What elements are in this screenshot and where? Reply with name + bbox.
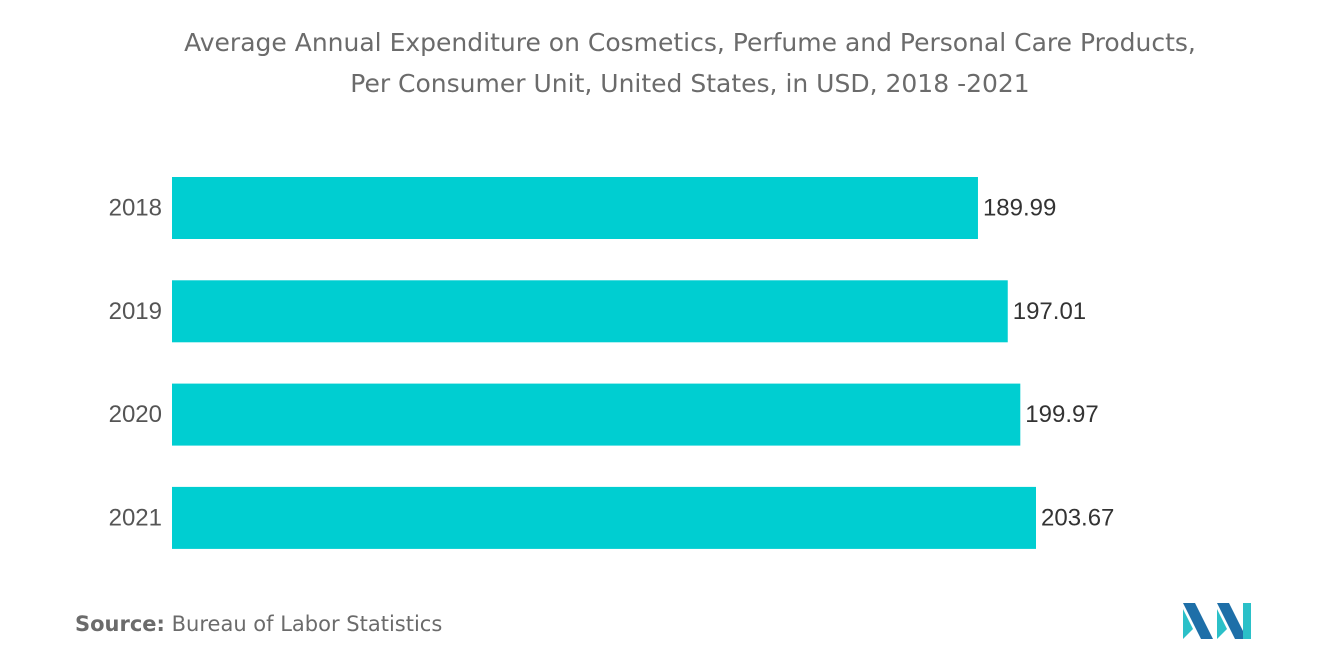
logo-left-base bbox=[1183, 609, 1193, 639]
mordor-intelligence-logo-icon bbox=[1183, 603, 1251, 639]
chart-title: Average Annual Expenditure on Cosmetics,… bbox=[60, 22, 1320, 104]
category-label-2019: 2019 bbox=[109, 298, 162, 325]
bar-2019 bbox=[172, 280, 1008, 343]
bar-2021 bbox=[172, 486, 1036, 549]
value-label-2018: 189.99 bbox=[983, 195, 1056, 222]
logo-right-base bbox=[1217, 609, 1227, 639]
category-label-2018: 2018 bbox=[109, 195, 162, 222]
chart-title-line-2: Per Consumer Unit, United States, in USD… bbox=[350, 69, 1030, 98]
source-label: Source: bbox=[75, 612, 165, 636]
bars-layer: 2018 189.99 2019 197.01 2020 199.97 2021 203.67 bbox=[109, 177, 1114, 549]
source-text: Bureau of Labor Statistics bbox=[171, 612, 443, 636]
category-label-2021: 2021 bbox=[109, 504, 162, 531]
value-label-2019: 197.01 bbox=[1013, 298, 1086, 325]
bar-chart: 2018 189.99 2019 197.01 2020 199.97 2021 203.67 bbox=[109, 177, 1114, 549]
logo-right-bar bbox=[1243, 603, 1251, 639]
bar-2018 bbox=[172, 177, 978, 239]
logo-right-stroke bbox=[1217, 603, 1247, 639]
chart-title-line-1: Average Annual Expenditure on Cosmetics,… bbox=[184, 28, 1196, 57]
category-label-2020: 2020 bbox=[109, 401, 162, 428]
bar-2020 bbox=[172, 383, 1021, 446]
value-label-2021: 203.67 bbox=[1041, 504, 1114, 531]
value-label-2020: 199.97 bbox=[1025, 401, 1098, 428]
logo-left-stroke bbox=[1183, 603, 1213, 639]
source-note: Source: Bureau of Labor Statistics bbox=[75, 612, 442, 636]
